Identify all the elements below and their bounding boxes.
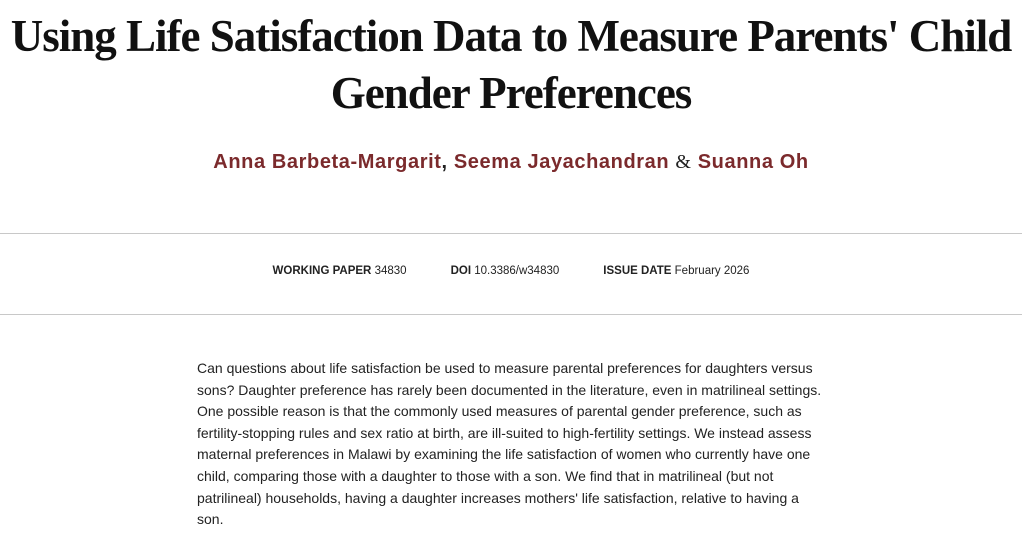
paper-metadata: WORKING PAPER 34830 DOI 10.3386/w34830 I… bbox=[0, 265, 1022, 277]
working-paper-label: WORKING PAPER bbox=[272, 265, 372, 277]
doi: DOI 10.3386/w34830 bbox=[451, 265, 560, 277]
page-title: Using Life Satisfaction Data to Measure … bbox=[10, 11, 1013, 118]
working-paper-value: 34830 bbox=[374, 265, 407, 277]
author-link[interactable]: Seema Jayachandran bbox=[453, 151, 670, 173]
abstract: Can questions about life satisfaction be… bbox=[197, 360, 822, 528]
author-link[interactable]: Anna Barbeta-Margarit bbox=[213, 151, 442, 173]
author-separator: , bbox=[441, 151, 448, 173]
issue-date-value: February 2026 bbox=[674, 265, 750, 277]
author-separator: & bbox=[675, 151, 692, 173]
author-list: Anna Barbeta-Margarit, Seema Jayachandra… bbox=[190, 148, 832, 177]
issue-date: ISSUE DATE February 2026 bbox=[603, 265, 749, 277]
issue-date-label: ISSUE DATE bbox=[603, 265, 672, 277]
doi-label: DOI bbox=[450, 265, 472, 277]
doi-value: 10.3386/w34830 bbox=[474, 265, 560, 277]
divider bbox=[0, 314, 1022, 315]
divider bbox=[0, 233, 1022, 234]
author-link[interactable]: Suanna Oh bbox=[697, 151, 809, 173]
working-paper-number: WORKING PAPER 34830 bbox=[273, 265, 407, 277]
